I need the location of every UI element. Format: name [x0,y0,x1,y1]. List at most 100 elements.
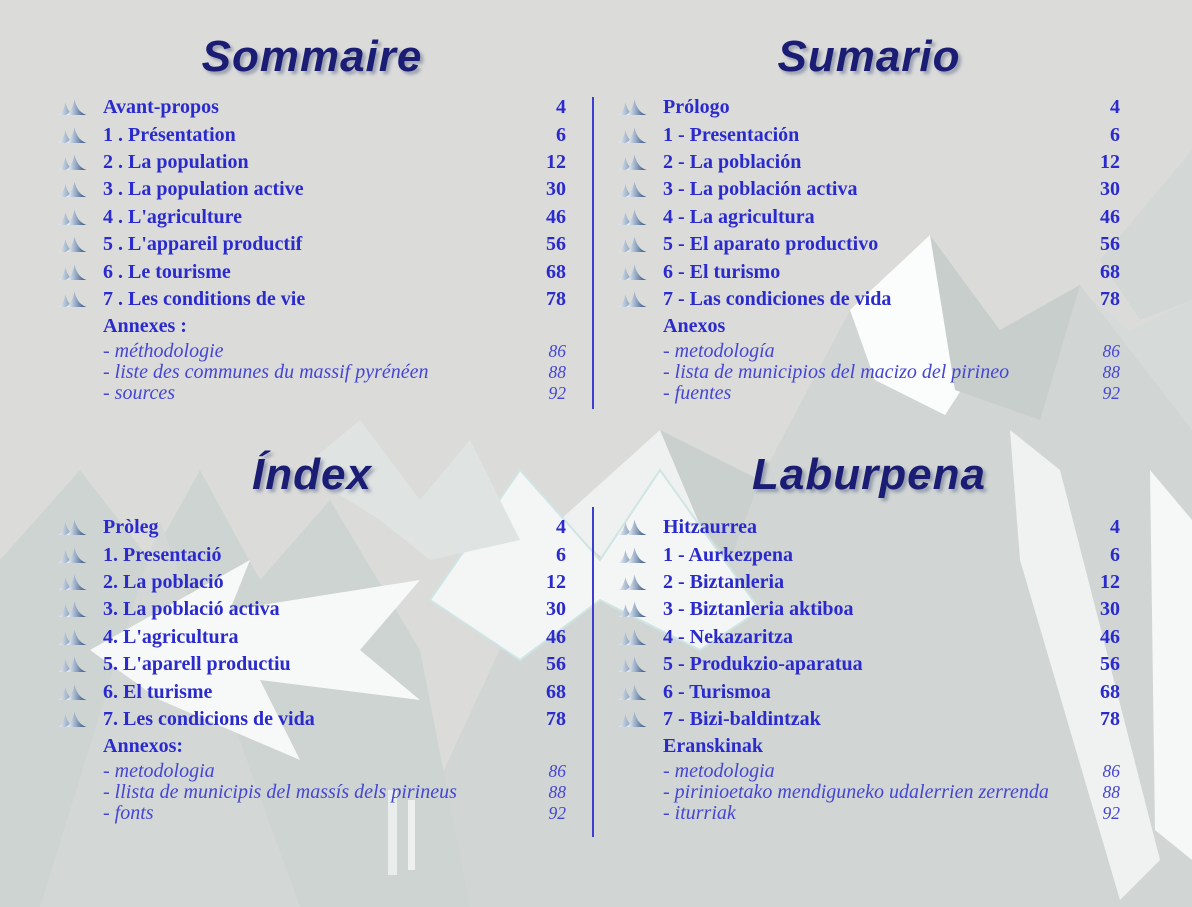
mountains-icon [58,264,88,281]
mountains-icon [618,656,648,673]
mountains-icon [618,291,648,308]
mountains-icon [618,601,648,618]
mountains-icon [58,99,88,116]
toc-entry-page: 30 [1100,598,1120,621]
toc-entry-page: 30 [546,598,566,621]
toc-list: Avant-propos 4 1 . Présentation 6 2 . La… [58,94,566,404]
annex-item-label: - sources [103,381,176,404]
annex-heading: Annexes : [103,315,187,338]
mountains-icon [58,711,88,728]
annex-item: - metodologia 86 [58,760,567,782]
mountains-icon [58,656,88,673]
toc-entry: 2 - La población 12 [618,149,1120,176]
annex-item-page: 88 [548,361,567,382]
toc-entry-label: 6 - El turismo [663,260,781,283]
toc-entry-label: 1. Presentació [103,543,222,566]
mountains-icon [618,711,648,728]
mountains-icon [618,181,648,198]
annex-heading: Eranskinak [663,735,764,758]
toc-entry-page: 4 [1110,516,1120,539]
mountains-icon [58,209,88,226]
mountains-icon [58,601,88,618]
toc-entry-label: 3. La població activa [103,598,280,621]
toc-entry-label: Avant-propos [103,96,219,119]
toc-entry-label: Hitzaurrea [663,516,758,539]
toc-entry: 1 . Présentation 6 [58,121,566,148]
mountains-icon [58,629,88,646]
annex-item: - llista de municipis del massís dels pi… [58,781,566,803]
annex-item: - fonts 92 [58,802,566,824]
mountains-icon [618,209,648,226]
annex-item-label: - fuentes [663,381,732,404]
annex-item-label: - metodologia [663,759,775,782]
toc-entry-page: 46 [546,205,566,228]
toc-entry-page: 68 [1100,680,1120,703]
column-divider-bottom [592,507,594,837]
annex-item-page: 92 [1102,802,1121,823]
mountains-icon [58,181,88,198]
mountains-icon [618,519,648,536]
mountains-icon [58,519,88,536]
mountains-icon [618,127,648,144]
toc-entry-label: 2. La població [103,570,224,593]
toc-entry: 7 - Las condiciones de vida 78 [618,286,1120,313]
toc-list: Prólogo 4 1 - Presentación 6 2 - La pobl… [618,94,1120,404]
toc-entry-label: 6 - Turismoa [663,680,771,703]
toc-list: Pròleg 4 1. Presentació 6 2. La població… [58,514,566,824]
mountains-icon [618,236,648,253]
toc-entry: 2 . La population 12 [58,149,566,176]
annex-item-label: - metodología [663,339,775,362]
mountains-icon [618,264,648,281]
toc-entry-label: 7 . Les conditions de vie [103,287,306,310]
toc-entry-page: 4 [1110,96,1120,119]
annex-item-page: 86 [548,760,567,781]
toc-entry-page: 78 [546,707,566,730]
toc-entry-label: 3 . La population active [103,178,304,201]
toc-entry-label: 3 - Biztanleria aktiboa [663,598,854,621]
toc-entry-page: 12 [546,570,566,593]
mountains-icon [618,684,648,701]
toc-entry-label: 4 - La agricultura [663,205,815,228]
toc-list: Hitzaurrea 4 1 - Aurkezpena 6 2 - Biztan… [618,514,1120,824]
toc-entry: 1 - Aurkezpena 6 [618,541,1120,568]
toc-entry-page: 78 [1100,707,1120,730]
toc-entry-page: 6 [1110,123,1120,146]
annex-item: - sources 92 [58,381,566,404]
column-divider-top [592,97,594,409]
toc-entry-label: Pròleg [103,516,159,539]
annex-item: - fuentes 92 [618,381,1121,404]
toc-entry: 3 - La población activa 30 [618,176,1120,203]
annex-item-label: - méthodologie [103,339,224,362]
toc-entry-page: 68 [546,680,566,703]
section-title-laburpena: Laburpena [752,450,986,499]
mountains-icon [58,574,88,591]
toc-entry: 5 . L'appareil productif 56 [58,231,566,258]
toc-entry-page: 56 [1100,653,1120,676]
toc-entry-page: 12 [546,150,566,173]
annex-item-page: 88 [1102,781,1121,802]
toc-entry-page: 56 [546,233,566,256]
toc-entry: 5 - El aparato productivo 56 [618,231,1120,258]
annex-item-page: 92 [1102,382,1121,403]
section-title-sumario: Sumario [777,32,961,81]
toc-entry: 3. La població activa 30 [58,596,566,623]
toc-entry: 6 - El turismo 68 [618,258,1120,285]
toc-entry: 4. L'agricultura 46 [58,624,566,651]
toc-entry-label: 2 - Biztanleria [663,570,785,593]
toc-entry-label: 6. El turisme [103,680,213,703]
toc-entry: 3 . La population active 30 [58,176,566,203]
toc-entry: 1 - Presentación 6 [618,121,1120,148]
toc-entry: 7. Les condicions de vida 78 [58,706,566,733]
toc-entry: 2. La població 12 [58,569,566,596]
annex-item: - iturriak 92 [618,802,1121,824]
toc-entry-page: 12 [1100,150,1120,173]
toc-entry-label: 5 . L'appareil productif [103,233,303,256]
toc-entry-label: 4 - Nekazaritza [663,625,793,648]
mountains-icon [618,547,648,564]
toc-entry-label: 7. Les condicions de vida [103,707,315,730]
annex-item-page: 86 [1102,760,1121,781]
toc-entry: 5 - Produkzio-aparatua 56 [618,651,1120,678]
toc-entry: 2 - Biztanleria 12 [618,569,1120,596]
